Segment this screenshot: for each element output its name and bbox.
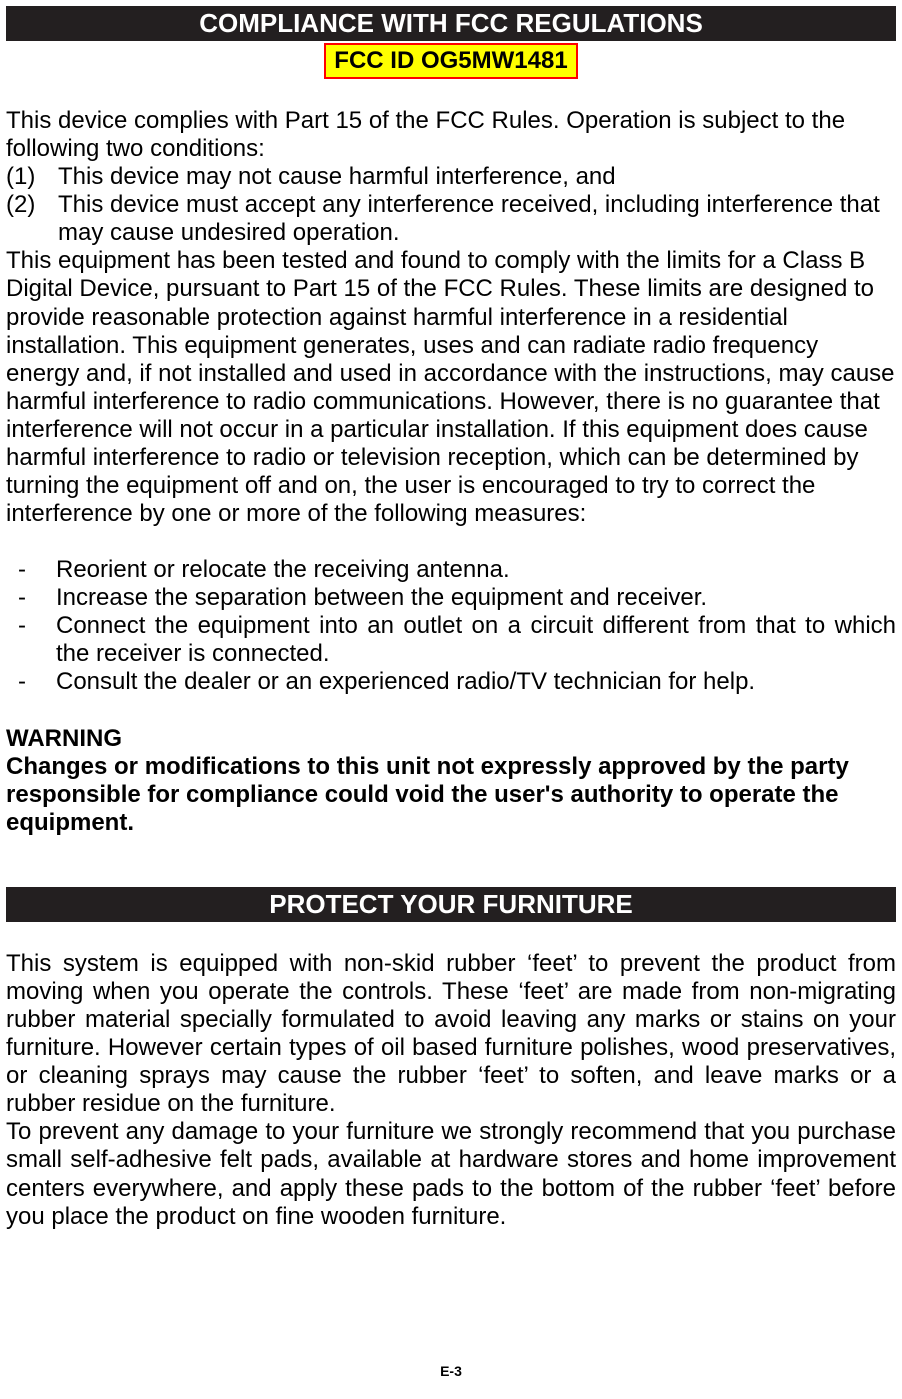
compliance-long-paragraph: This equipment has been tested and found… (6, 247, 896, 528)
measure-text: Increase the separation between the equi… (56, 584, 896, 612)
measure-item: - Connect the equipment into an outlet o… (6, 612, 896, 668)
warning-block: WARNING Changes or modifications to this… (6, 725, 896, 837)
measure-text: Connect the equipment into an outlet on … (56, 612, 896, 668)
condition-number: (1) (6, 163, 58, 191)
furniture-paragraph-1: This system is equipped with non-skid ru… (6, 950, 896, 1118)
dash-bullet: - (6, 612, 56, 668)
measure-item: - Increase the separation between the eq… (6, 584, 896, 612)
dash-bullet: - (6, 668, 56, 696)
dash-bullet: - (6, 556, 56, 584)
dash-bullet: - (6, 584, 56, 612)
measure-item: - Reorient or relocate the receiving ant… (6, 556, 896, 584)
compliance-intro: This device complies with Part 15 of the… (6, 107, 896, 163)
compliance-header: COMPLIANCE WITH FCC REGULATIONS (6, 6, 896, 41)
condition-item: (1) This device may not cause harmful in… (6, 163, 896, 191)
conditions-list: (1) This device may not cause harmful in… (6, 163, 896, 247)
warning-text: Changes or modifications to this unit no… (6, 753, 896, 837)
warning-title: WARNING (6, 725, 896, 753)
furniture-header: PROTECT YOUR FURNITURE (6, 887, 896, 922)
condition-text: This device may not cause harmful interf… (58, 163, 616, 191)
page-number: E-3 (0, 1363, 902, 1379)
fcc-id-box: FCC ID OG5MW1481 (324, 43, 577, 79)
condition-number: (2) (6, 191, 58, 247)
measure-text: Reorient or relocate the receiving anten… (56, 556, 896, 584)
furniture-paragraph-2: To prevent any damage to your furniture … (6, 1118, 896, 1230)
condition-item: (2) This device must accept any interfer… (6, 191, 896, 247)
measure-item: - Consult the dealer or an experienced r… (6, 668, 896, 696)
measure-text: Consult the dealer or an experienced rad… (56, 668, 896, 696)
measures-list: - Reorient or relocate the receiving ant… (6, 556, 896, 696)
condition-text: This device must accept any interference… (58, 191, 896, 247)
